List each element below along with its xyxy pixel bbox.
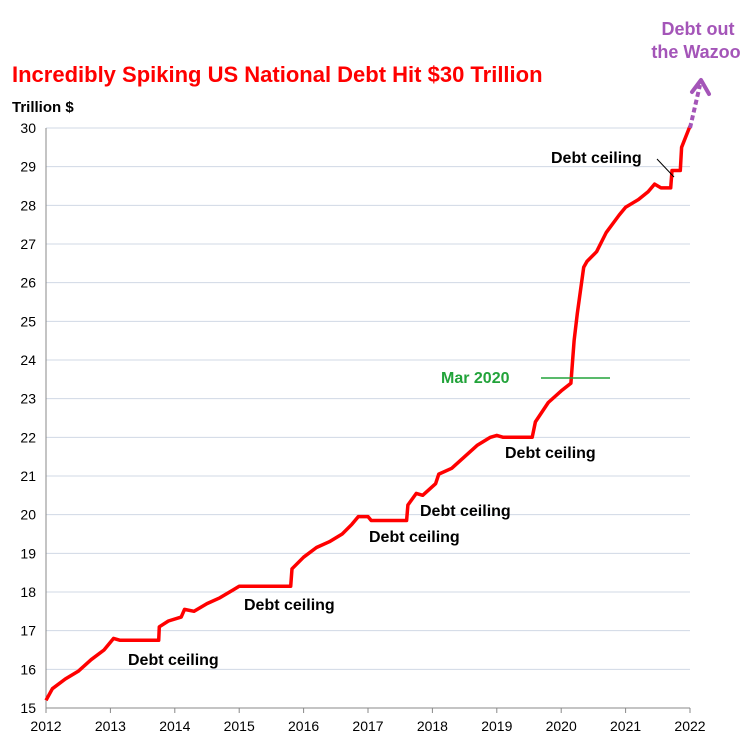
y-tick-29: 29 [20, 159, 36, 175]
y-tick-labels: 15 16 17 18 19 20 21 22 23 24 25 26 27 28 29 30 [20, 120, 36, 716]
debt-ceiling-label-2019: Debt ceiling [505, 445, 596, 462]
debt-ceiling-pointer-2021 [656, 158, 675, 178]
x-tick-2014: 2014 [159, 718, 190, 734]
grid-lines [46, 127, 690, 670]
y-tick-17: 17 [20, 623, 36, 639]
y-tick-19: 19 [20, 545, 36, 561]
wazoo-arrow [688, 84, 702, 129]
wazoo-label-line2: the Wazoo [651, 42, 740, 62]
y-axis-label: Trillion $ [12, 99, 74, 116]
y-tick-27: 27 [20, 236, 36, 252]
debt-ceiling-label-2018: Debt ceiling [420, 503, 511, 520]
x-tick-2020: 2020 [546, 718, 577, 734]
wazoo-arrow-head [690, 78, 711, 96]
debt-ceiling-label-2013: Debt ceiling [128, 652, 219, 669]
y-tick-18: 18 [20, 584, 36, 600]
x-tick-2021: 2021 [610, 718, 641, 734]
x-tick-2017: 2017 [352, 718, 383, 734]
debt-ceiling-label-2017: Debt ceiling [369, 529, 460, 546]
y-tick-26: 26 [20, 275, 36, 291]
series-layer [44, 125, 692, 702]
y-tick-24: 24 [20, 352, 36, 368]
y-tick-30: 30 [20, 120, 36, 136]
x-tick-2016: 2016 [288, 718, 319, 734]
mar2020-label: Mar 2020 [441, 370, 510, 387]
x-tick-2018: 2018 [417, 718, 448, 734]
x-tick-2015: 2015 [224, 718, 255, 734]
y-tick-22: 22 [20, 429, 36, 445]
wazoo-label-line1: Debt out [662, 19, 735, 39]
y-tick-28: 28 [20, 197, 36, 213]
y-tick-23: 23 [20, 391, 36, 407]
x-tick-labels: 2012 2013 2014 2015 2016 2017 2018 2019 2020 2021… [30, 718, 705, 734]
axes [45, 128, 691, 713]
y-tick-16: 16 [20, 661, 36, 677]
x-tick-2012: 2012 [30, 718, 61, 734]
y-tick-15: 15 [20, 700, 36, 716]
x-tick-2019: 2019 [481, 718, 512, 734]
debt-ceiling-label-2021: Debt ceiling [551, 150, 642, 167]
x-tick-2022: 2022 [674, 718, 705, 734]
y-tick-25: 25 [20, 313, 36, 329]
debt-ceiling-label-2015: Debt ceiling [244, 597, 335, 614]
x-tick-2013: 2013 [95, 718, 126, 734]
y-tick-21: 21 [20, 468, 36, 484]
series-line-0 [44, 125, 692, 702]
chart-title: Incredibly Spiking US National Debt Hit … [12, 62, 543, 87]
y-tick-20: 20 [20, 507, 36, 523]
